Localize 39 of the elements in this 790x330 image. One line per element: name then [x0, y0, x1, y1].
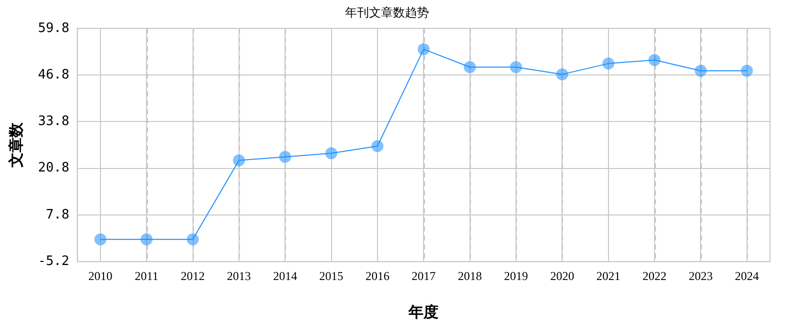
point: [418, 43, 430, 56]
x-tick-label: 2022: [642, 268, 667, 283]
y-tick-label: 33.8: [38, 114, 70, 130]
x-tick-label: 2018: [458, 268, 482, 283]
x-tick-label: 2015: [319, 268, 344, 283]
chart-title: 年刊文章数趋势: [345, 5, 429, 20]
point: [371, 140, 384, 152]
y-tick-label: -5.2: [38, 254, 70, 269]
x-tick-label: 2014: [273, 268, 298, 283]
point: [464, 61, 476, 74]
y-tick-label: 59.8: [38, 20, 70, 36]
point: [740, 64, 753, 77]
x-tick-label: 2020: [550, 268, 574, 283]
point: [94, 233, 106, 246]
x-axis-title: 年度: [408, 302, 439, 321]
y-tick-label: 46.8: [38, 67, 70, 82]
point: [232, 154, 245, 166]
point: [602, 58, 614, 70]
point: [510, 61, 522, 74]
y-axis-title: 文章数: [6, 122, 25, 168]
point: [325, 147, 338, 160]
y-tick-label: 7.8: [46, 207, 70, 222]
x-tick-label: 2010: [88, 268, 112, 283]
point: [140, 233, 153, 246]
point: [694, 64, 707, 77]
x-tick-label: 2012: [180, 268, 205, 283]
x-tick-label: 2023: [688, 268, 713, 283]
x-tick-label: 2016: [365, 268, 390, 283]
point: [186, 233, 199, 246]
x-tick-label: 2024: [734, 268, 759, 283]
x-tick-label: 2017: [412, 268, 436, 283]
x-tick-label: 2013: [226, 268, 251, 283]
point: [279, 150, 292, 163]
y-tick-label: 20.8: [38, 160, 70, 176]
x-tick-label: 2011: [134, 268, 158, 283]
x-tick-label: 2019: [504, 268, 528, 283]
point: [556, 68, 568, 80]
point: [648, 54, 661, 66]
x-tick-label: 2021: [596, 268, 620, 283]
